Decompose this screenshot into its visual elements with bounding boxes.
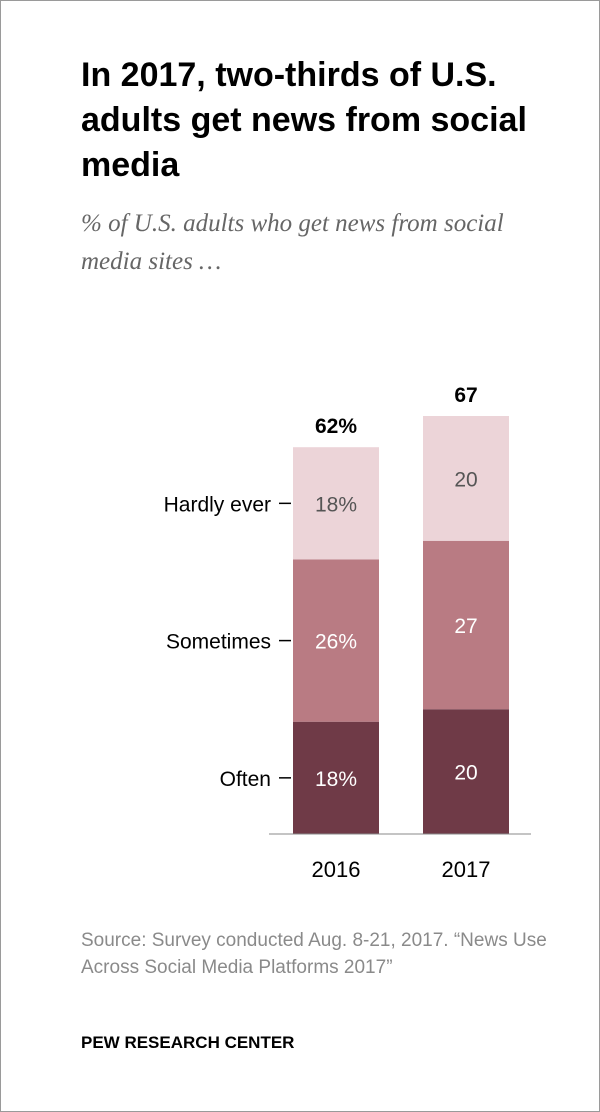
chart-subtitle: % of U.S. adults who get news from socia…	[81, 210, 504, 275]
bars-group	[269, 416, 531, 835]
chart-title: In 2017, two-thirds of U.S. adults get n…	[81, 56, 527, 184]
bar-sometimes-2016	[293, 559, 379, 722]
value-label-hardly-ever-2016: 18%	[315, 493, 357, 516]
legend-label-hardly-ever: Hardly ever	[164, 493, 271, 516]
value-label-often-2016: 18%	[315, 768, 357, 791]
value-label-hardly-ever-2017: 20	[454, 468, 477, 491]
legend-label-sometimes: Sometimes	[166, 631, 271, 654]
source-note: Source: Survey conducted Aug. 8-21, 2017…	[81, 930, 547, 978]
total-label-2017: 67	[454, 384, 477, 407]
bar-hardly-ever-2017	[423, 416, 509, 541]
category-label-2016: 2016	[312, 857, 361, 882]
value-label-often-2017: 20	[454, 762, 477, 785]
value-label-sometimes-2017: 27	[454, 615, 477, 638]
bar-often-2016	[293, 721, 379, 834]
value-label-sometimes-2016: 26%	[315, 631, 357, 654]
labels-group: 18% 26% 18% 62% 2016 20 27 20 67 2017 Often Sometim…	[164, 384, 491, 882]
bar-hardly-ever-2016	[293, 447, 379, 560]
bar-often-2017	[423, 709, 509, 834]
total-label-2016: 62%	[315, 415, 357, 438]
bar-sometimes-2017	[423, 540, 509, 710]
footer-brand: PEW RESEARCH CENTER	[81, 1033, 295, 1052]
stacked-bar-chart: 18% 26% 18% 62% 2016 20 27 20 67 2017 Often Sometim…	[164, 384, 531, 882]
legend-label-often: Often	[220, 768, 271, 791]
category-label-2017: 2017	[442, 857, 491, 882]
